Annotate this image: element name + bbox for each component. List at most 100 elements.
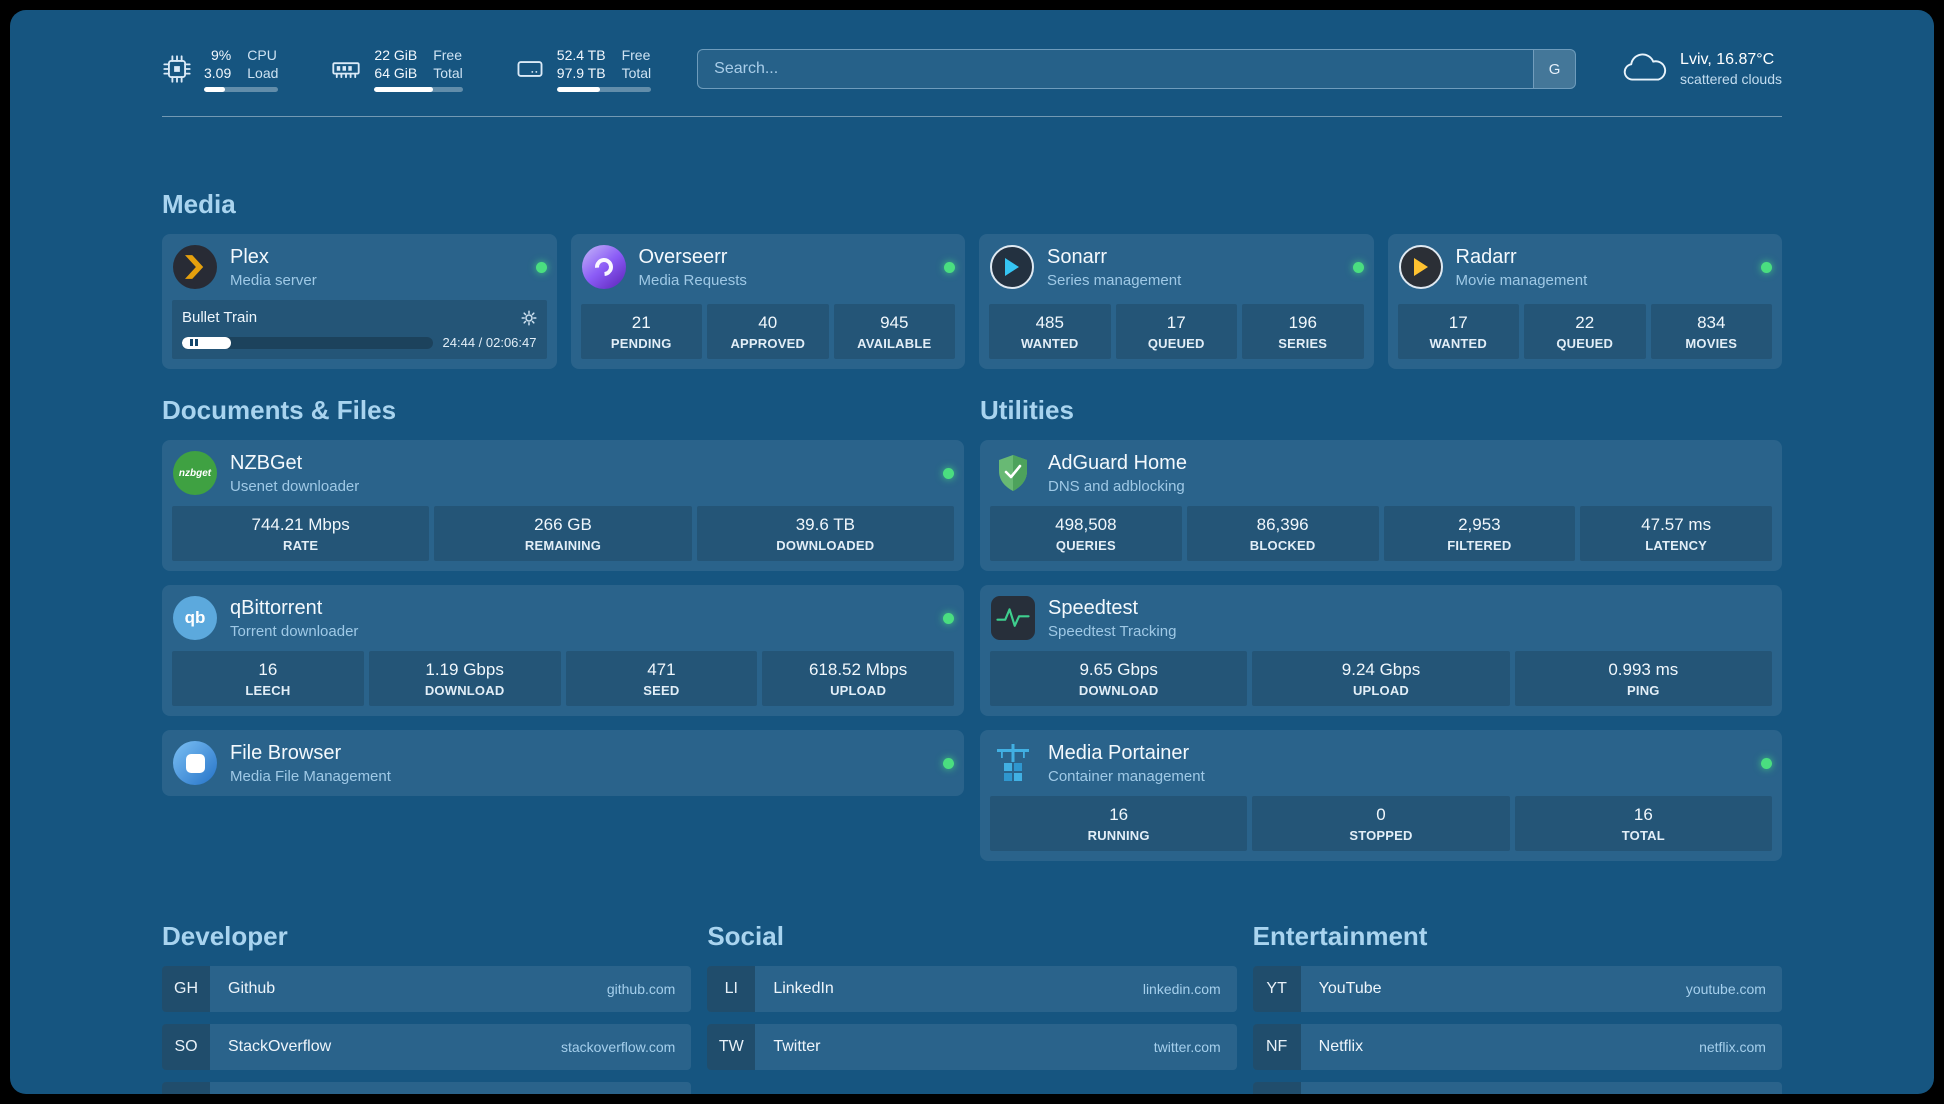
memory-widget: 22 GiB 64 GiB Free Total xyxy=(330,46,463,92)
service-subtitle: Media server xyxy=(230,271,317,289)
stat-download: 1.19 Gbps DOWNLOAD xyxy=(368,651,561,706)
plex-icon xyxy=(172,244,218,290)
bookmark-netflix[interactable]: NF Netflix netflix.com xyxy=(1252,1024,1782,1070)
bookmark-abbr: SO xyxy=(162,1024,210,1070)
search-input[interactable] xyxy=(697,49,1577,89)
stat-total: 16 TOTAL xyxy=(1514,796,1772,851)
disk-free: 52.4 TB xyxy=(556,47,606,63)
memory-total: 64 GiB xyxy=(374,65,418,81)
section-title-documents: Documents & Files xyxy=(162,395,397,425)
stat-filtered: 2,953 FILTERED xyxy=(1383,506,1576,561)
section-title-developer: Developer xyxy=(162,921,288,951)
disk-widget: 52.4 TB 97.9 TB Free Total xyxy=(515,46,652,92)
bookmark-abbr: GH xyxy=(162,966,210,1012)
status-dot xyxy=(535,261,547,273)
stat-download: 9.65 Gbps DOWNLOAD xyxy=(990,651,1248,706)
disk-icon xyxy=(515,54,545,84)
search-provider-button[interactable]: G xyxy=(1533,50,1576,88)
stat-upload: 9.24 Gbps UPLOAD xyxy=(1252,651,1510,706)
stat-blocked: 86,396 BLOCKED xyxy=(1186,506,1379,561)
section-documents: Documents & Files nzbget NZBGet Usenet d… xyxy=(162,395,964,796)
cpu-percent: 9% xyxy=(211,47,232,63)
stat-latency: 47.57 ms LATENCY xyxy=(1580,506,1772,561)
bookmarks-entertainment: Entertainment YT YouTube youtube.com NF … xyxy=(1252,921,1782,1094)
plex-now-playing: Bullet Train 24:44 / xyxy=(172,300,547,359)
status-dot xyxy=(943,467,954,479)
bookmarks-developer: Developer GH Github github.com SO StackO… xyxy=(162,921,692,1094)
status-dot xyxy=(943,757,954,769)
playback-progress-fill xyxy=(182,336,231,349)
section-utilities: Utilities AdGuard Home DNS and adblockin… xyxy=(980,395,1782,861)
service-name: Overseerr xyxy=(638,245,728,268)
bookmark-name: YouTube xyxy=(1318,980,1382,997)
memory-total-label: Total xyxy=(433,65,463,81)
memory-progress-bar xyxy=(374,87,463,92)
section-title-social: Social xyxy=(707,921,784,951)
bookmark-stackoverflow[interactable]: SO StackOverflow stackoverflow.com xyxy=(162,1024,692,1070)
stat-queued: 17 QUEUED xyxy=(1115,304,1237,359)
stat-queued: 22 QUEUED xyxy=(1524,304,1646,359)
playback-time: 24:44 / 02:06:47 xyxy=(442,335,537,350)
playback-progress-track[interactable] xyxy=(182,336,433,349)
stat-wanted: 17 WANTED xyxy=(1397,304,1519,359)
cpu-progress-bar xyxy=(204,87,279,92)
service-name: Media Portainer xyxy=(1048,741,1190,764)
load-label: Load xyxy=(247,65,279,81)
bookmark-name: Netflix xyxy=(1318,1038,1364,1055)
disk-total-label: Total xyxy=(621,65,652,81)
service-card-sonarr[interactable]: Sonarr Series management 485 WANTED 17 Q… xyxy=(979,234,1374,369)
cpu-label: CPU xyxy=(247,47,277,63)
disk-free-label: Free xyxy=(621,47,651,63)
stat-ping: 0.993 ms PING xyxy=(1514,651,1772,706)
service-card-plex[interactable]: Plex Media server Bullet Train xyxy=(162,234,557,369)
bookmark-abbr: RE xyxy=(1252,1082,1301,1094)
bookmark-dev[interactable]: DT DEV dev.to xyxy=(162,1082,692,1094)
weather-location: Lviv, 16.87°C xyxy=(1680,51,1775,68)
stat-pending: 21 PENDING xyxy=(580,304,702,359)
stat-upload: 618.52 Mbps UPLOAD xyxy=(762,651,954,706)
cpu-progress-fill xyxy=(204,87,225,92)
weather-widget: Lviv, 16.87°C scattered clouds xyxy=(1622,51,1782,87)
service-card-overseerr[interactable]: Overseerr Media Requests 21 PENDING 40 A… xyxy=(570,234,965,369)
service-subtitle: Speedtest Tracking xyxy=(1048,622,1177,640)
service-card-qbittorrent[interactable]: qb qBittorrent Torrent downloader 16 LEE… xyxy=(162,585,964,716)
bookmark-abbr: TW xyxy=(707,1024,756,1070)
service-subtitle: Media File Management xyxy=(230,767,391,785)
service-name: AdGuard Home xyxy=(1048,451,1187,474)
bookmark-youtube[interactable]: YT YouTube youtube.com xyxy=(1252,966,1782,1012)
service-card-portainer[interactable]: Media Portainer Container management 16 … xyxy=(980,730,1782,861)
disk-progress-bar xyxy=(556,87,652,92)
bookmark-reddit[interactable]: RE Reddit reddit.com xyxy=(1252,1082,1782,1094)
service-name: qBittorrent xyxy=(230,596,323,619)
memory-progress-fill xyxy=(374,87,433,92)
service-subtitle: Torrent downloader xyxy=(230,622,359,640)
stat-approved: 40 APPROVED xyxy=(707,304,829,359)
portainer-icon xyxy=(990,740,1036,786)
service-card-radarr[interactable]: Radarr Movie management 17 WANTED 22 QUE… xyxy=(1387,234,1782,369)
weather-condition: scattered clouds xyxy=(1680,71,1782,87)
service-card-speedtest[interactable]: Speedtest Speedtest Tracking 9.65 Gbps D… xyxy=(980,585,1782,716)
service-card-filebrowser[interactable]: File Browser Media File Management xyxy=(162,730,964,796)
service-subtitle: Movie management xyxy=(1455,271,1588,289)
header-divider xyxy=(162,116,1782,117)
service-name: Plex xyxy=(230,245,269,268)
speedtest-icon xyxy=(990,595,1036,641)
resource-widgets: 9% 3.09 CPU Load xyxy=(162,46,652,92)
stat-queries: 498,508 QUERIES xyxy=(990,506,1182,561)
service-card-nzbget[interactable]: nzbget NZBGet Usenet downloader 744.21 M… xyxy=(162,440,964,571)
cloud-icon xyxy=(1622,53,1668,85)
stat-running: 16 RUNNING xyxy=(990,796,1248,851)
bookmark-domain: stackoverflow.com xyxy=(560,1039,676,1055)
bookmark-github[interactable]: GH Github github.com xyxy=(162,966,692,1012)
bookmark-twitter[interactable]: TW Twitter twitter.com xyxy=(707,1024,1237,1070)
bookmark-domain: youtube.com xyxy=(1685,981,1766,997)
section-title-media: Media xyxy=(162,189,236,219)
service-card-adguard[interactable]: AdGuard Home DNS and adblocking 498,508 … xyxy=(980,440,1782,571)
pause-icon[interactable] xyxy=(190,339,198,346)
service-name: NZBGet xyxy=(230,451,303,474)
section-media: Media Plex Media server xyxy=(162,189,1782,369)
gear-icon[interactable] xyxy=(520,309,537,326)
bookmark-linkedin[interactable]: LI LinkedIn linkedin.com xyxy=(707,966,1237,1012)
stat-leech: 16 LEECH xyxy=(172,651,364,706)
stat-movies: 834 MOVIES xyxy=(1650,304,1772,359)
